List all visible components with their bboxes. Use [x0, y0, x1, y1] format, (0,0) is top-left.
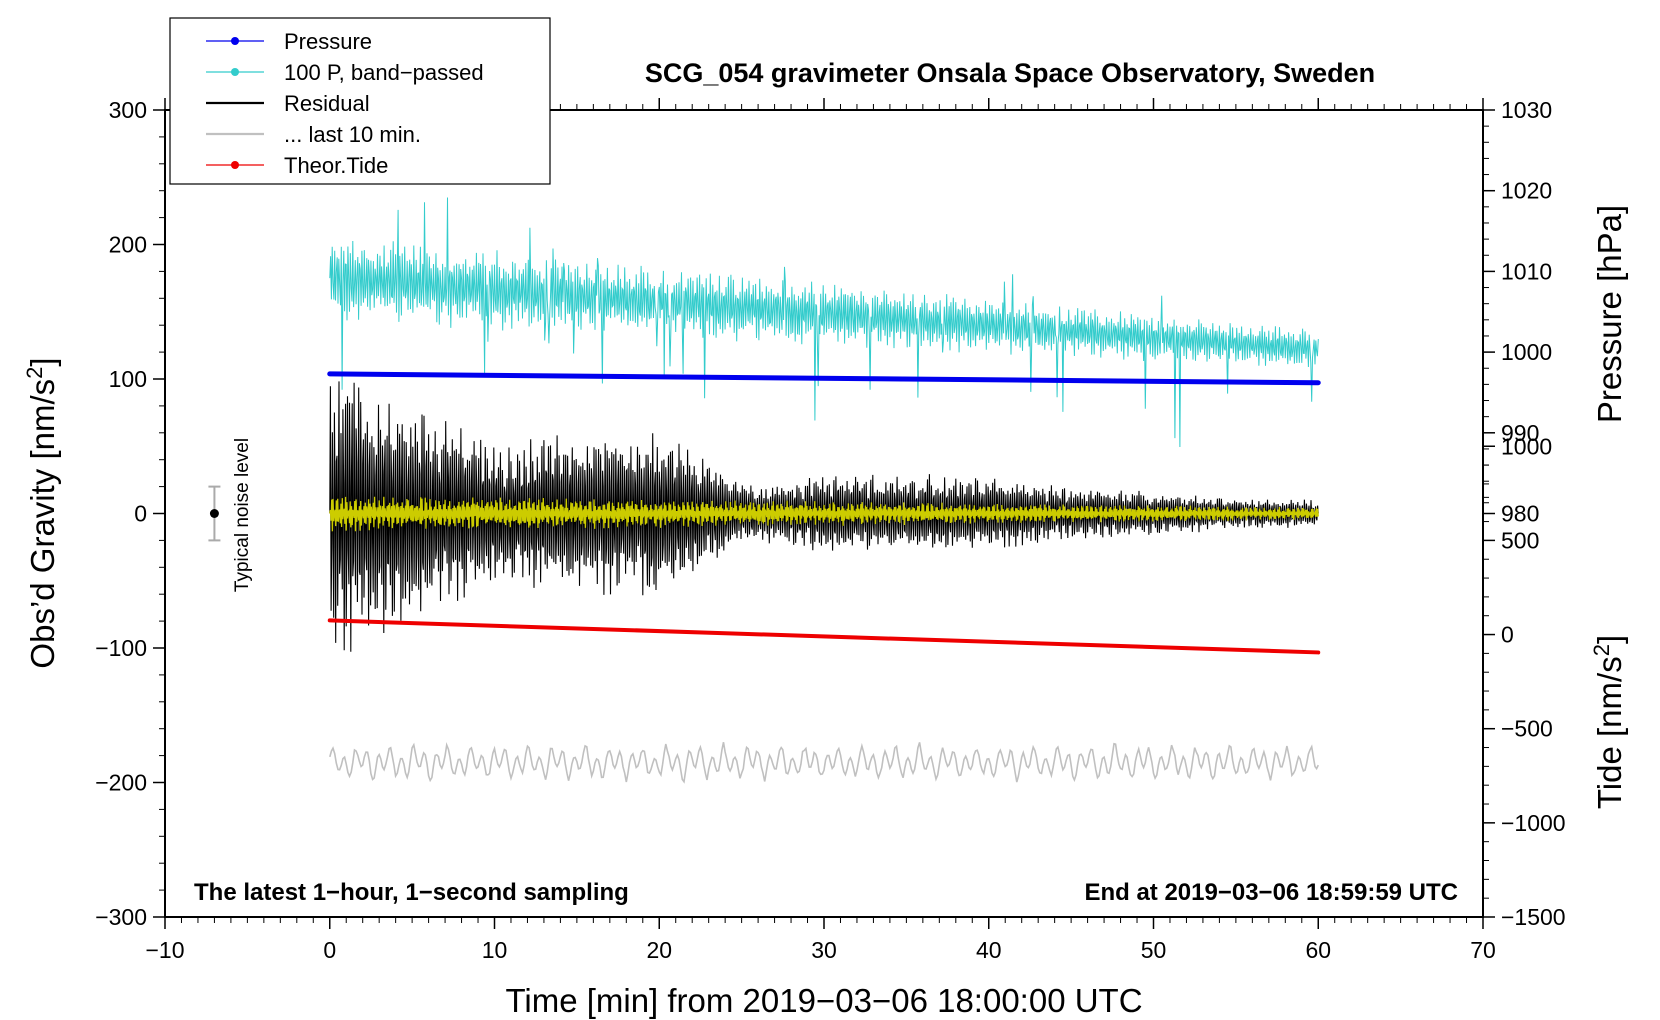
legend-label: Residual	[284, 91, 370, 116]
tide-tick-label: −1000	[1501, 810, 1566, 836]
y-axis-tide: −1500 −1000 −500 0 500 1000	[1483, 433, 1566, 930]
y-tick-label: 300	[109, 97, 147, 123]
pressure-tick-label: 1030	[1501, 97, 1552, 123]
tide-line	[327, 618, 1321, 655]
bandpassed-pressure-line	[329, 197, 1319, 448]
x-tick-label: 0	[323, 937, 336, 963]
pressure-tick-label: 980	[1501, 501, 1539, 527]
tide-tick-label: −1500	[1501, 904, 1566, 930]
y-axis-gravity: 300 200 100 0 −100 −200 −300	[95, 97, 165, 930]
pressure-line	[327, 371, 1321, 386]
annotation-end-time: End at 2019−03−06 18:59:59 UTC	[1084, 879, 1458, 906]
y-tick-label: 0	[134, 501, 147, 527]
pressure-tick-label: 1010	[1501, 258, 1552, 284]
y-tick-label: −200	[95, 770, 147, 796]
tide-tick-label: 1000	[1501, 433, 1552, 459]
tide-tick-label: 0	[1501, 622, 1514, 648]
chart-title: SCG_054 gravimeter Onsala Space Observat…	[645, 58, 1375, 88]
noise-level-label: Typical noise level	[232, 438, 253, 592]
legend-box	[169, 17, 551, 185]
y-tick-label: −300	[95, 904, 147, 930]
legend-label: ... last 10 min.	[284, 122, 421, 147]
legend-swatch-marker	[231, 68, 239, 76]
x-tick-label: 60	[1305, 937, 1331, 963]
y-tick-label: 100	[109, 366, 147, 392]
noise-level-indicator	[208, 485, 221, 542]
y-axis-title: Obs’d Gravity [nm/s2]	[22, 357, 61, 668]
x-tick-label: 40	[976, 937, 1002, 963]
pressure-tick-label: 1020	[1501, 178, 1552, 204]
x-tick-label: 70	[1470, 937, 1496, 963]
y-tick-label: −100	[95, 635, 147, 661]
tide-tick-label: 500	[1501, 527, 1539, 553]
residual-band-line	[329, 496, 1319, 532]
x-axis: −10 0 10 20 30 40 50 60 70	[145, 98, 1496, 963]
legend-label: Theor.Tide	[284, 153, 388, 178]
x-axis-title: Time [min] from 2019−03−06 18:00:00 UTC	[505, 982, 1142, 1019]
pressure-tick-label: 1000	[1501, 339, 1552, 365]
legend-label: Pressure	[284, 29, 372, 54]
tide-tick-label: −500	[1501, 716, 1553, 742]
x-tick-label: 20	[646, 937, 672, 963]
series-layer	[327, 197, 1321, 784]
x-tick-label: −10	[145, 937, 184, 963]
noise-bar-dot	[209, 509, 219, 518]
legend: Pressure 100 P, band−passed Residual ... la…	[169, 17, 551, 185]
tide-axis-title: Tide [nm/s2]	[1589, 635, 1628, 809]
x-tick-label: 10	[482, 937, 508, 963]
x-tick-label: 30	[811, 937, 837, 963]
pressure-axis-title: Pressure [hPa]	[1591, 205, 1628, 423]
legend-swatch-marker	[231, 161, 239, 169]
annotation-sampling: The latest 1−hour, 1−second sampling	[194, 879, 629, 906]
last-10-min-line	[329, 741, 1320, 784]
legend-swatch-marker	[231, 37, 239, 45]
pressure-tick-label: 990	[1501, 420, 1539, 446]
legend-label: 100 P, band−passed	[284, 60, 484, 85]
y-tick-label: 200	[109, 232, 147, 258]
x-tick-label: 50	[1141, 937, 1167, 963]
